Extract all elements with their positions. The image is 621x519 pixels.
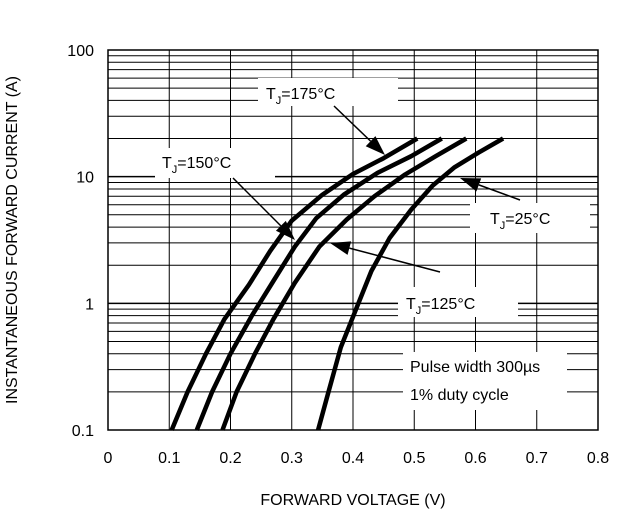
annotation-arrowhead — [460, 178, 482, 192]
plot-frame — [107, 49, 599, 431]
x-tick-label: 0.6 — [464, 450, 486, 467]
pulse-note-line-1: Pulse width 300µs — [410, 359, 540, 376]
curve-tj-175c — [169, 136, 419, 431]
annotation-tj-125c: TJ=125°C — [406, 296, 475, 317]
y-axis-title: INSTANTANEOUS FORWARD CURRENT (A) — [4, 76, 21, 404]
annotation-arrow-line — [333, 105, 372, 142]
x-tick-label: 0.1 — [158, 450, 180, 467]
annotations: TJ=175°C TJ=150°C TJ=125°C TJ=25°C Pulse wid… — [155, 78, 590, 410]
curve-tj-125c — [220, 136, 468, 431]
annotation-tj-25c: TJ=25°C — [490, 211, 550, 232]
x-tick-label: 0.2 — [219, 450, 241, 467]
y-tick-label: 100 — [67, 43, 94, 60]
x-tick-label: 0.3 — [281, 450, 303, 467]
tick-labels: 0 0.1 0.2 0.3 0.4 0.5 0.6 0.7 0.8 0.1 1 10 100 — [67, 43, 609, 467]
x-tick-label: 0 — [104, 450, 113, 467]
annotation-arrowhead — [275, 220, 295, 240]
pulse-note-box — [403, 352, 567, 410]
x-tick-label: 0.4 — [342, 450, 364, 467]
annotation-arrowhead — [330, 241, 352, 255]
x-axis-title: FORWARD VOLTAGE (V) — [260, 492, 445, 509]
annotation-arrow-line — [349, 247, 441, 273]
annotation-box — [155, 148, 275, 178]
annotation-arrowhead — [365, 136, 385, 155]
annotation-box — [258, 78, 398, 106]
annotation-box — [470, 203, 590, 233]
x-tick-label: 0.8 — [587, 450, 609, 467]
curve-tj-150c — [194, 136, 443, 431]
annotation-box — [398, 287, 518, 317]
y-tick-label: 0.1 — [72, 423, 94, 440]
y-tick-label: 1 — [85, 296, 94, 313]
pulse-note-line-2: 1% duty cycle — [410, 387, 509, 404]
annotation-arrow-line — [232, 177, 282, 227]
curves — [169, 136, 505, 431]
x-tick-label: 0.7 — [526, 450, 548, 467]
annotation-tj-175c: TJ=175°C — [266, 86, 335, 107]
y-tick-label: 10 — [76, 170, 94, 187]
annotation-arrow-line — [478, 184, 521, 201]
x-tick-label: 0.5 — [403, 450, 425, 467]
curve-tj-25c — [315, 136, 505, 431]
annotation-tj-150c: TJ=150°C — [162, 155, 231, 176]
